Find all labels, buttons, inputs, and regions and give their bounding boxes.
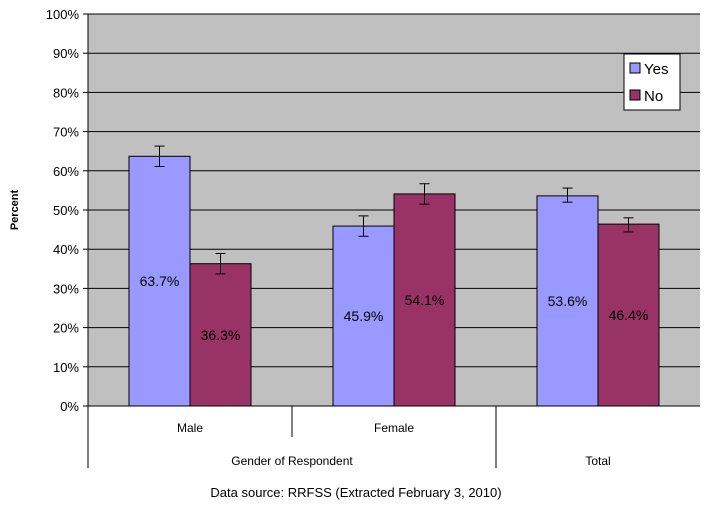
data-labels: 63.7% 36.3% 45.9% 54.1% 53.6% 46.4%	[140, 273, 649, 343]
y-tick-label: 30%	[53, 281, 79, 296]
bar-yes-male	[128, 155, 191, 407]
bar-no-female	[393, 193, 456, 407]
y-tick-label: 50%	[53, 203, 79, 218]
x-category-label: Male	[177, 421, 203, 435]
data-label: 54.1%	[405, 292, 445, 308]
y-tick-label: 80%	[53, 85, 79, 100]
y-tick-label: 0%	[60, 399, 79, 414]
y-tick-label: 90%	[53, 46, 79, 61]
x-category-label: Female	[374, 421, 414, 435]
data-label: 53.6%	[548, 293, 588, 309]
bar-no-total	[597, 223, 660, 407]
bars	[128, 145, 660, 407]
bar-yes-female	[332, 225, 395, 407]
x-group-label: Gender of Respondent	[231, 454, 353, 468]
legend-label-no: No	[644, 88, 663, 105]
legend-swatch-no	[629, 89, 641, 101]
legend: Yes No	[623, 53, 681, 111]
y-tick-label: 10%	[53, 360, 79, 375]
y-tick-label: 20%	[53, 321, 79, 336]
legend-label-yes: Yes	[644, 61, 668, 78]
data-label: 36.3%	[201, 327, 241, 343]
x-group-label: Total	[585, 454, 610, 468]
bar-no-male	[189, 263, 252, 407]
data-label: 63.7%	[140, 273, 180, 289]
y-tick-label: 60%	[53, 164, 79, 179]
data-label: 46.4%	[609, 307, 649, 323]
y-axis-title: Percent	[9, 189, 21, 230]
data-label: 45.9%	[344, 308, 384, 324]
y-tick-label: 70%	[53, 125, 79, 140]
y-tick-label: 100%	[46, 7, 80, 22]
data-source-note: Data source: RRFSS (Extracted February 3…	[210, 485, 501, 500]
legend-swatch-yes	[629, 62, 641, 74]
axes: 0% 10% 20% 30% 40% 50% 60% 70% 80% 90% 100% Male Fem…	[46, 7, 700, 468]
y-tick-label: 40%	[53, 242, 79, 257]
bar-yes-total	[536, 195, 599, 407]
